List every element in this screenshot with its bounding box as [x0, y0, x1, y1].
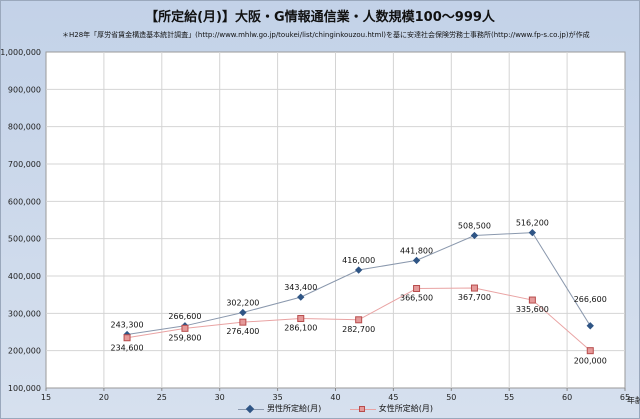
legend-item-female: 女性所定給(月) — [349, 403, 434, 414]
data-label-male: 243,300 — [111, 321, 144, 330]
y-tick-label: 600,000 — [8, 197, 41, 206]
x-tick-label: 55 — [504, 393, 514, 402]
data-label-male: 343,400 — [284, 283, 317, 292]
data-label-female: 282,700 — [342, 325, 375, 334]
data-point-female — [297, 315, 305, 323]
y-tick-label: 500,000 — [8, 235, 41, 244]
y-tick-label: 1,000,000 — [0, 48, 41, 57]
y-tick-label: 100,000 — [8, 384, 41, 393]
y-tick-label: 400,000 — [8, 272, 41, 281]
x-tick-label: 30 — [215, 393, 225, 402]
data-point-female — [123, 334, 131, 342]
data-label-male: 416,000 — [342, 256, 375, 265]
data-label-male: 302,200 — [226, 299, 259, 308]
chart-title: 【所定給(月)】大阪・G情報通信業・人数規模100～999人 — [145, 10, 495, 25]
data-label-male: 266,600 — [574, 295, 607, 304]
data-point-male — [297, 293, 305, 301]
data-point-male — [354, 266, 363, 274]
data-label-male: 441,800 — [400, 246, 433, 255]
legend-label-female: 女性所定給(月) — [378, 404, 434, 413]
legend-item-male: 男性所定給(月) — [238, 403, 321, 414]
data-point-male — [239, 308, 247, 317]
data-label-male: 516,200 — [516, 219, 549, 228]
x-tick-label: 65 — [620, 393, 630, 402]
x-tick-label: 45 — [388, 393, 398, 402]
x-axis-ticks: 15 20 25 30 35 40 45 50 55 60 65 — [41, 393, 630, 402]
legend-swatch-female — [349, 405, 376, 413]
data-label-female: 286,100 — [284, 324, 317, 333]
data-point-male — [470, 231, 479, 240]
grid-lines-x — [45, 52, 626, 391]
data-point-female — [239, 318, 247, 326]
data-label-female: 259,800 — [168, 333, 201, 342]
data-point-female — [181, 324, 189, 332]
y-tick-label: 800,000 — [8, 123, 41, 132]
data-label-male: 266,600 — [168, 312, 201, 321]
y-axis-ticks: 100,000 200,000 300,000 400,000 500,000 600,0… — [0, 48, 41, 393]
source-note: ＊H28年「厚労省賃金構造基本統計調査」(http://www.mhlw.go.… — [62, 31, 590, 39]
data-point-male — [586, 322, 594, 330]
x-tick-label: 35 — [273, 393, 283, 402]
data-point-male — [412, 256, 421, 265]
x-axis-label: 年齢 — [627, 395, 640, 405]
data-label-female: 335,600 — [516, 305, 549, 314]
y-tick-label: 300,000 — [8, 309, 41, 318]
x-tick-label: 40 — [330, 393, 340, 402]
x-tick-label: 15 — [41, 393, 51, 402]
data-point-female — [413, 285, 421, 293]
legend-label-male: 男性所定給(月) — [267, 404, 322, 413]
y-tick-label: 700,000 — [8, 160, 41, 169]
data-point-male — [528, 228, 537, 237]
data-point-female — [355, 316, 363, 324]
data-label-female: 276,400 — [226, 327, 259, 336]
data-label-female: 366,500 — [400, 294, 433, 303]
y-tick-label: 900,000 — [8, 85, 41, 94]
data-label-female: 200,000 — [574, 357, 607, 366]
legend: 男性所定給(月) 女性所定給(月) — [238, 403, 459, 415]
data-point-female — [528, 296, 536, 304]
legend-swatch-male — [238, 404, 264, 413]
y-tick-label: 200,000 — [8, 347, 41, 356]
data-label-male: 508,500 — [458, 221, 491, 230]
data-point-female — [470, 284, 478, 292]
x-tick-label: 50 — [446, 393, 456, 402]
x-tick-label: 25 — [157, 393, 167, 402]
x-tick-label: 20 — [99, 393, 109, 402]
series-layer: 243,300 266,600 302,200 343,400 416,000 441,8… — [111, 219, 607, 366]
data-point-female — [586, 347, 594, 355]
data-label-female: 234,600 — [111, 344, 144, 353]
data-label-female: 367,700 — [458, 293, 491, 302]
x-tick-label: 60 — [562, 393, 572, 402]
